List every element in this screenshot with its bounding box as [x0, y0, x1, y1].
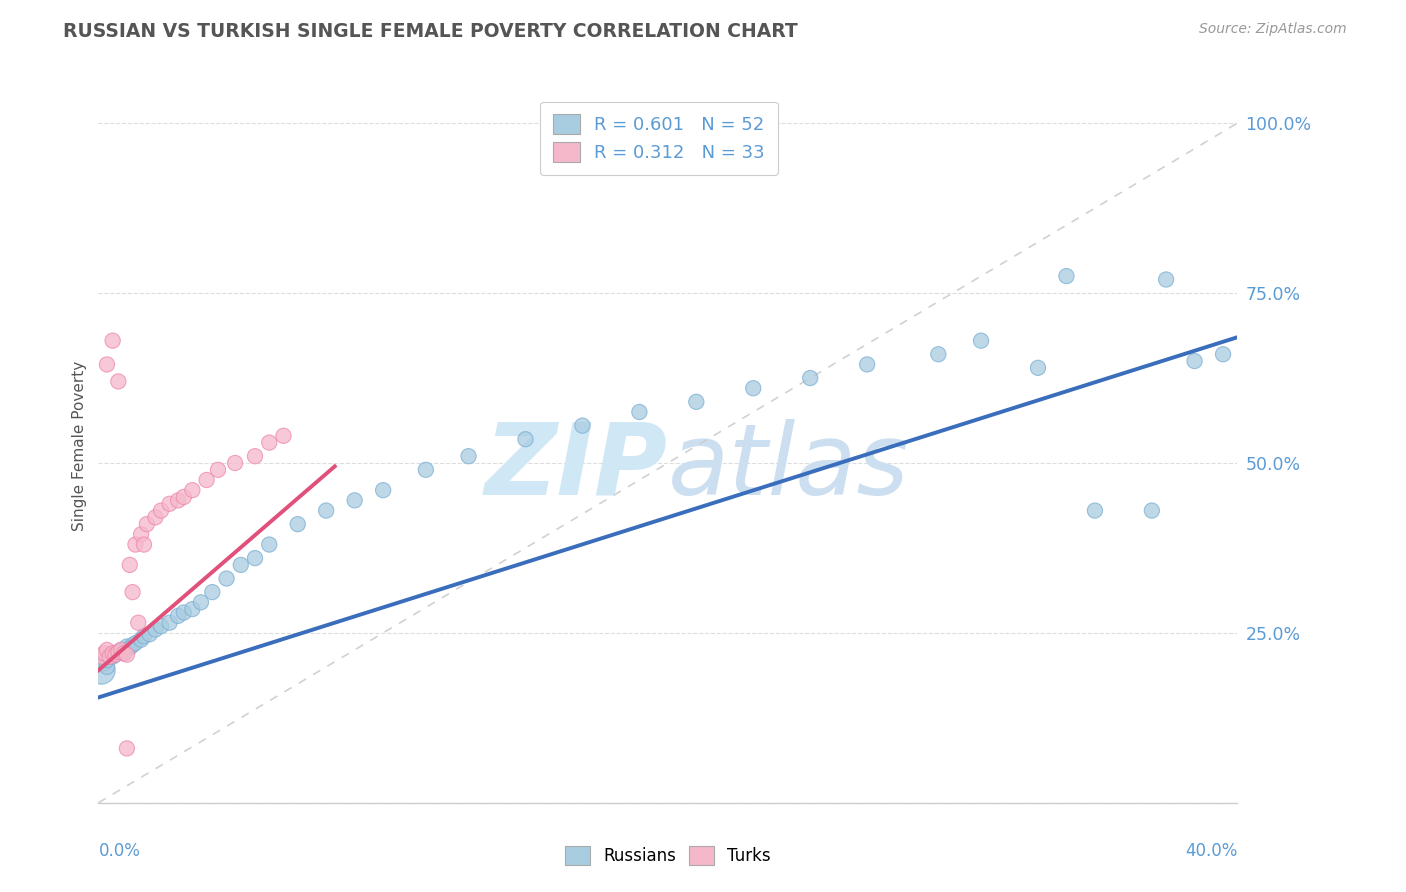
Point: [98, 649, 121, 664]
Text: 0.0%: 0.0%: [98, 842, 141, 860]
Point: [1026, 360, 1049, 375]
Point: [96, 653, 118, 667]
Point: [90, 649, 112, 664]
Point: [173, 490, 195, 504]
Point: [1184, 354, 1206, 368]
Point: [799, 371, 821, 385]
Point: [101, 646, 124, 660]
Point: [121, 638, 143, 652]
Point: [96, 643, 118, 657]
Point: [515, 432, 537, 446]
Point: [190, 595, 212, 609]
Point: [150, 619, 173, 633]
Point: [215, 572, 238, 586]
Point: [110, 643, 132, 657]
Point: [224, 456, 246, 470]
Point: [124, 537, 146, 551]
Point: [145, 510, 167, 524]
Point: [112, 646, 135, 660]
Legend: Russians, Turks: Russians, Turks: [558, 839, 778, 871]
Point: [107, 375, 129, 389]
Point: [1154, 272, 1177, 286]
Point: [96, 358, 118, 372]
Text: atlas: atlas: [668, 419, 910, 516]
Point: [101, 649, 124, 664]
Point: [112, 646, 135, 660]
Point: [173, 606, 195, 620]
Point: [127, 615, 149, 630]
Point: [685, 394, 707, 409]
Point: [571, 418, 593, 433]
Point: [104, 646, 127, 660]
Point: [93, 646, 115, 660]
Point: [101, 334, 124, 348]
Point: [373, 483, 395, 498]
Point: [124, 636, 146, 650]
Point: [150, 503, 173, 517]
Point: [118, 558, 141, 572]
Point: [115, 741, 138, 756]
Y-axis label: Single Female Poverty: Single Female Poverty: [72, 361, 87, 531]
Point: [135, 517, 157, 532]
Text: ZIP: ZIP: [485, 419, 668, 516]
Point: [1056, 269, 1078, 284]
Point: [132, 629, 155, 643]
Point: [145, 623, 167, 637]
Point: [118, 640, 141, 655]
Point: [742, 381, 765, 395]
Point: [1212, 347, 1234, 361]
Point: [856, 358, 879, 372]
Point: [159, 615, 181, 630]
Point: [1084, 503, 1107, 517]
Point: [115, 648, 138, 662]
Point: [970, 334, 993, 348]
Point: [93, 657, 115, 671]
Point: [104, 648, 127, 662]
Point: [315, 503, 337, 517]
Point: [287, 517, 309, 532]
Point: [1140, 503, 1163, 517]
Point: [273, 429, 295, 443]
Point: [628, 405, 651, 419]
Point: [121, 585, 143, 599]
Point: [343, 493, 366, 508]
Point: [167, 493, 190, 508]
Point: [90, 663, 112, 677]
Point: [159, 497, 181, 511]
Point: [138, 627, 160, 641]
Point: [115, 640, 138, 654]
Point: [415, 463, 437, 477]
Point: [107, 645, 129, 659]
Point: [132, 537, 155, 551]
Point: [259, 537, 281, 551]
Point: [98, 649, 121, 664]
Point: [167, 608, 190, 623]
Point: [96, 660, 118, 674]
Point: [243, 449, 266, 463]
Point: [201, 585, 224, 599]
Point: [129, 632, 152, 647]
Point: [243, 551, 266, 566]
Point: [195, 473, 218, 487]
Point: [110, 643, 132, 657]
Text: Source: ZipAtlas.com: Source: ZipAtlas.com: [1199, 22, 1347, 37]
Point: [457, 449, 479, 463]
Point: [181, 483, 204, 498]
Text: 40.0%: 40.0%: [1185, 842, 1237, 860]
Point: [104, 648, 127, 662]
Point: [207, 463, 229, 477]
Point: [107, 645, 129, 659]
Point: [927, 347, 949, 361]
Text: RUSSIAN VS TURKISH SINGLE FEMALE POVERTY CORRELATION CHART: RUSSIAN VS TURKISH SINGLE FEMALE POVERTY…: [63, 22, 799, 41]
Point: [259, 435, 281, 450]
Point: [229, 558, 252, 572]
Point: [181, 602, 204, 616]
Point: [129, 527, 152, 541]
